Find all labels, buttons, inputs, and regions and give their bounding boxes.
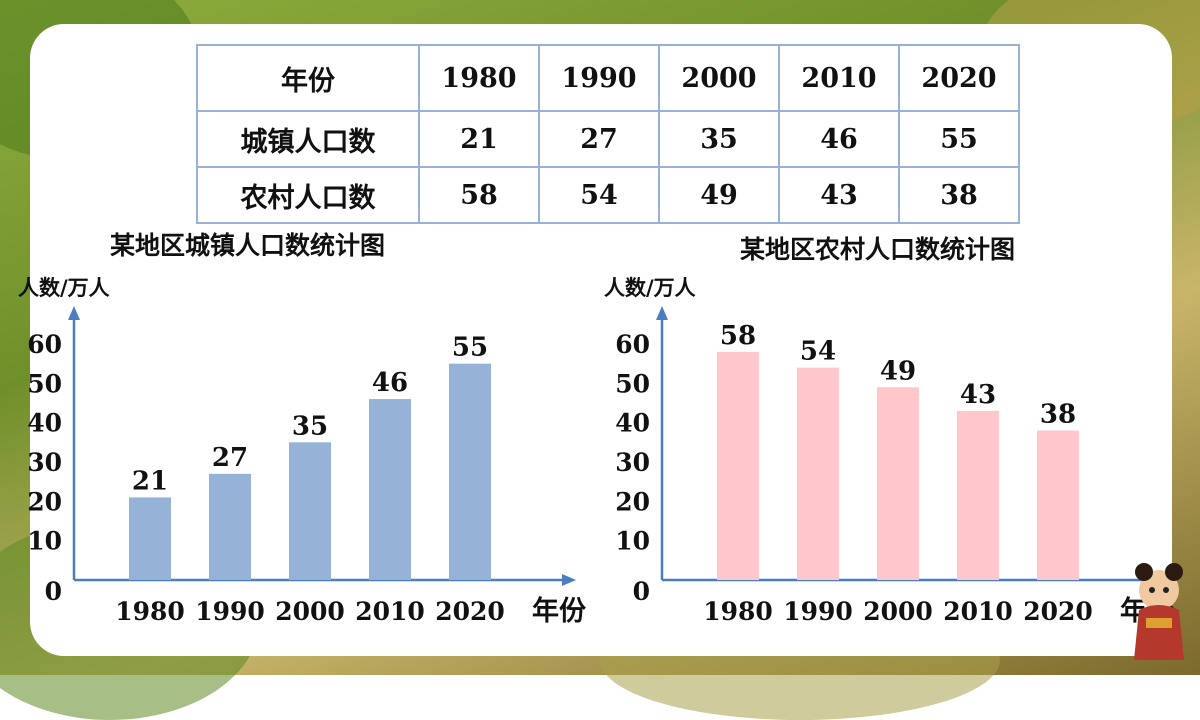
table-cell: 27 — [538, 110, 660, 168]
x-axis-label: 年份 — [532, 595, 586, 627]
data-label: 58 — [720, 321, 756, 351]
y-tick-label: 60 — [615, 330, 650, 359]
data-label: 21 — [132, 466, 168, 496]
y-tick-label: 60 — [27, 330, 62, 359]
bar — [877, 387, 919, 580]
data-label: 38 — [1040, 400, 1076, 430]
x-tick-label: 1990 — [195, 597, 265, 626]
table-header-cell: 2020 — [898, 44, 1020, 112]
population-table: 年份 1980 1990 2000 2010 2020 城镇人口数 21 27 … — [196, 44, 1020, 224]
table-cell: 54 — [538, 166, 660, 224]
timestamp-watermark: 2026年3月20日 星期五12时43分16秒 — [752, 625, 1034, 644]
table-header-cell: 2000 — [658, 44, 780, 112]
y-tick-label: 10 — [27, 527, 62, 556]
data-label: 43 — [960, 380, 996, 410]
x-tick-label: 2020 — [1023, 597, 1093, 626]
table-cell: 38 — [898, 166, 1020, 224]
x-tick-label: 1980 — [115, 597, 185, 626]
table-row: 农村人口数 58 54 49 43 38 — [196, 166, 1020, 224]
table-header-row: 年份 1980 1990 2000 2010 2020 — [196, 44, 1020, 112]
data-label: 55 — [452, 333, 488, 363]
y-axis-arrow-icon — [656, 306, 668, 320]
bar — [717, 351, 759, 580]
table-row: 城镇人口数 21 27 35 46 55 — [196, 110, 1020, 168]
y-tick-label: 50 — [27, 369, 62, 398]
data-label: 54 — [800, 337, 836, 367]
table-cell: 21 — [418, 110, 540, 168]
x-tick-label: 1990 — [783, 597, 853, 626]
table-cell: 49 — [658, 166, 780, 224]
chart-title-urban: 某地区城镇人口数统计图 — [110, 231, 386, 260]
y-axis-label-rural: 人数/万人 — [604, 276, 696, 300]
x-tick-label: 2010 — [355, 597, 425, 626]
table-header-cell: 1980 — [418, 44, 540, 112]
table-header-cell: 年份 — [196, 44, 420, 112]
y-tick-label: 0 — [45, 577, 62, 606]
bar — [797, 367, 839, 580]
bar — [209, 473, 251, 580]
bar — [289, 442, 331, 580]
y-tick-label: 20 — [615, 487, 650, 516]
data-label: 35 — [292, 411, 328, 441]
x-tick-label: 2000 — [863, 597, 933, 626]
table-cell: 35 — [658, 110, 780, 168]
y-tick-label: 0 — [633, 577, 650, 606]
x-axis-arrow-icon — [562, 574, 576, 586]
table-header-cell: 1990 — [538, 44, 660, 112]
table-cell: 46 — [778, 110, 900, 168]
bar — [449, 363, 491, 580]
bar — [129, 497, 171, 580]
bar — [1037, 430, 1079, 580]
table-cell: 55 — [898, 110, 1020, 168]
cartoon-character-icon — [1134, 563, 1184, 660]
data-label: 27 — [212, 443, 248, 473]
y-axis-label-urban: 人数/万人 — [18, 276, 110, 300]
chart-title-rural: 某地区农村人口数统计图 — [740, 235, 1016, 264]
y-tick-label: 10 — [615, 527, 650, 556]
y-tick-label: 40 — [615, 409, 650, 438]
table-header-cell: 2010 — [778, 44, 900, 112]
y-tick-label: 30 — [615, 448, 650, 477]
data-label: 49 — [880, 356, 916, 386]
x-tick-label: 1980 — [703, 597, 773, 626]
y-tick-label: 30 — [27, 448, 62, 477]
data-label: 46 — [372, 368, 408, 398]
x-tick-label: 2010 — [943, 597, 1013, 626]
y-tick-label: 20 — [27, 487, 62, 516]
rural-population-bar-chart: 0 10 20 30 40 50 60 58 1980 54 1990 49 2000 43 2010 38 2… — [615, 306, 1174, 627]
y-axis-arrow-icon — [68, 306, 80, 320]
y-tick-label: 40 — [27, 409, 62, 438]
table-row-label: 城镇人口数 — [196, 110, 420, 168]
x-tick-label: 2000 — [275, 597, 345, 626]
urban-population-bar-chart: 0 10 20 30 40 50 60 21 1980 27 1990 35 2000 46 2010 55 2… — [27, 306, 586, 627]
table-cell: 58 — [418, 166, 540, 224]
bar — [369, 399, 411, 580]
bar — [957, 410, 999, 580]
table-cell: 43 — [778, 166, 900, 224]
table-row-label: 农村人口数 — [196, 166, 420, 224]
y-tick-label: 50 — [615, 369, 650, 398]
x-tick-label: 2020 — [435, 597, 505, 626]
